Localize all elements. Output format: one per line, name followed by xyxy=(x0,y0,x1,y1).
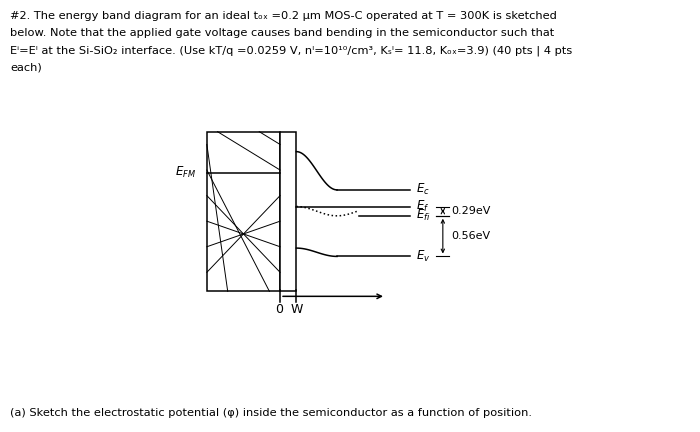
Text: each): each) xyxy=(10,63,42,73)
Text: #2. The energy band diagram for an ideal tₒₓ =0.2 μm MOS-C operated at T = 300K : #2. The energy band diagram for an ideal… xyxy=(10,11,557,21)
Text: 0.56eV: 0.56eV xyxy=(451,231,490,241)
Text: $E_v$: $E_v$ xyxy=(416,249,430,264)
Text: $E_{fi}$: $E_{fi}$ xyxy=(416,208,430,223)
Text: $E_c$: $E_c$ xyxy=(416,182,430,197)
Text: $E_f$: $E_f$ xyxy=(416,199,429,214)
Text: 0: 0 xyxy=(275,303,283,316)
Text: (a) Sketch the electrostatic potential (φ) inside the semiconductor as a functio: (a) Sketch the electrostatic potential (… xyxy=(10,408,533,418)
Bar xyxy=(207,132,280,291)
Text: below. Note that the applied gate voltage causes band bending in the semiconduct: below. Note that the applied gate voltag… xyxy=(10,28,554,38)
Text: W: W xyxy=(290,303,302,316)
Text: 0.29eV: 0.29eV xyxy=(451,206,490,216)
Bar xyxy=(280,132,296,291)
Text: $E_{FM}$: $E_{FM}$ xyxy=(175,165,196,180)
Text: Eⁱ=Eᴵ at the Si-SiO₂ interface. (Use kT/q =0.0259 V, nᴵ=10¹⁰/cm³, Kₛᴵ= 11.8, Kₒₓ: Eⁱ=Eᴵ at the Si-SiO₂ interface. (Use kT/… xyxy=(10,45,573,56)
